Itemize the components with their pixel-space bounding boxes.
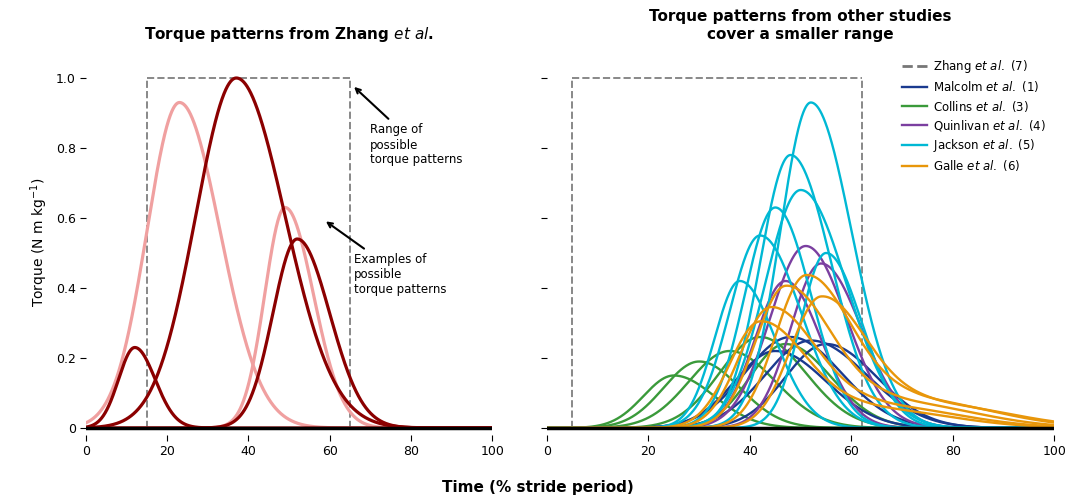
Title: Torque patterns from other studies
cover a smaller range: Torque patterns from other studies cover… (650, 10, 952, 42)
Text: Range of
possible
torque patterns: Range of possible torque patterns (356, 88, 463, 166)
Text: Examples of
possible
torque patterns: Examples of possible torque patterns (328, 222, 447, 296)
Text: Time (% stride period): Time (% stride period) (442, 480, 634, 495)
Y-axis label: Torque (N m kg$^{-1}$): Torque (N m kg$^{-1}$) (28, 178, 51, 307)
Title: Torque patterns from Zhang $\it{et\ al}$.: Torque patterns from Zhang $\it{et\ al}$… (144, 25, 434, 44)
Legend: Zhang $\it{et\ al.}$ (7), Malcolm $\it{et\ al.}$ (1), Collins $\it{et\ al.}$ (3): Zhang $\it{et\ al.}$ (7), Malcolm $\it{e… (900, 56, 1049, 176)
